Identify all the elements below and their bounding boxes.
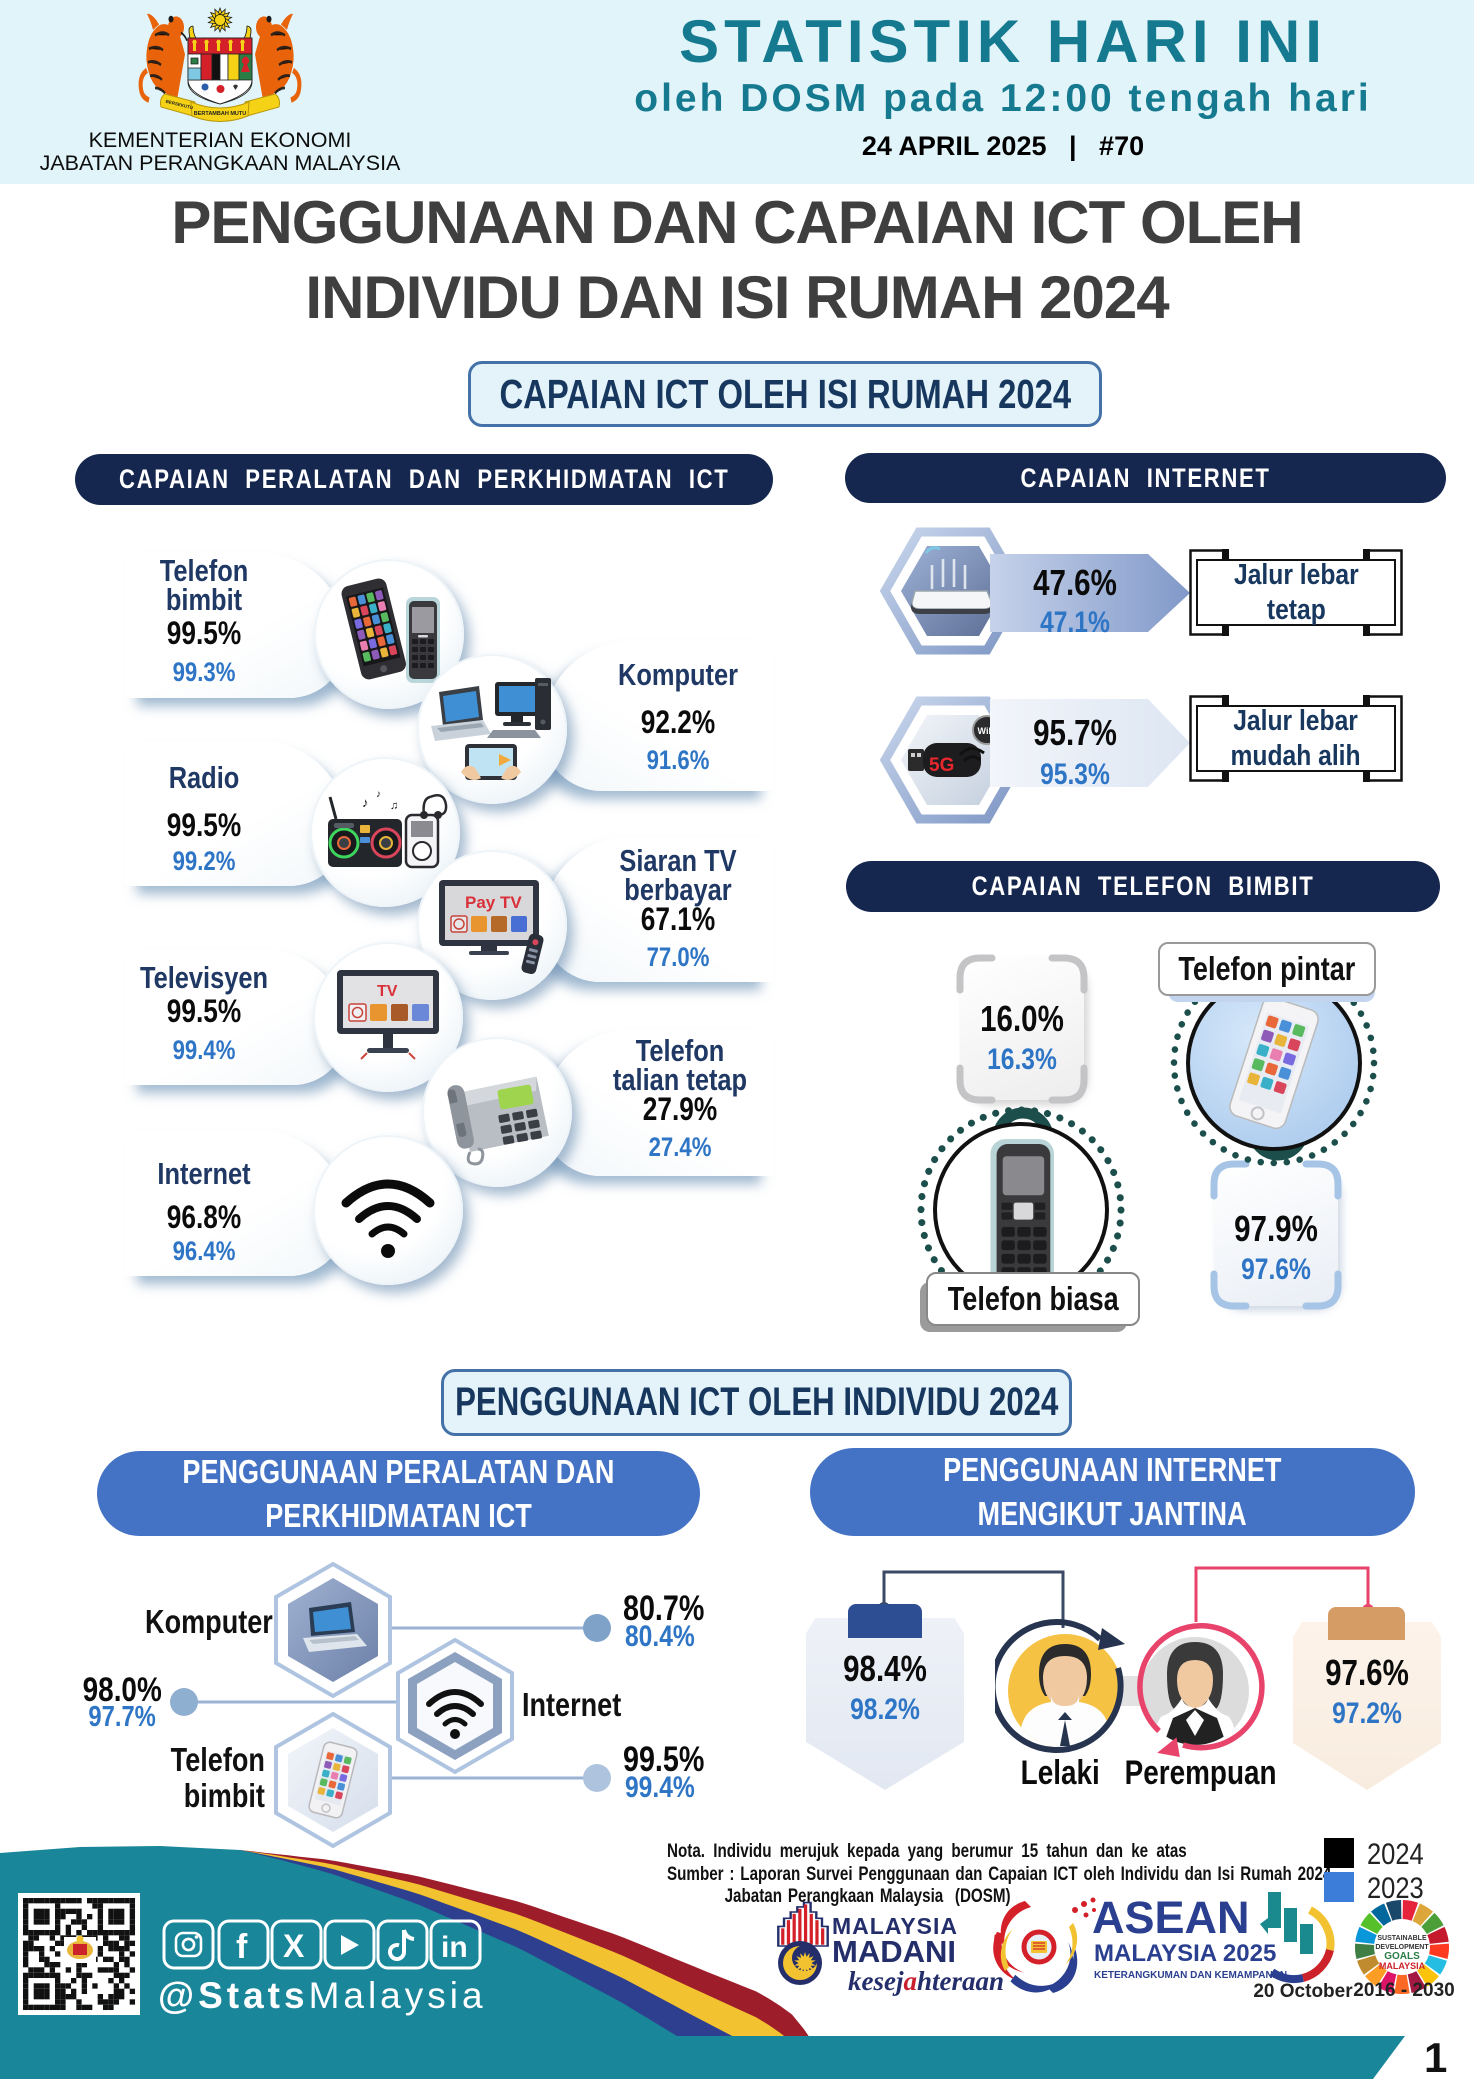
svg-text:MADANI: MADANI (832, 1934, 956, 1969)
svg-text:5G: 5G (929, 755, 954, 776)
svg-text:Pay TV: Pay TV (465, 893, 522, 912)
svg-text:♪: ♪ (362, 795, 369, 810)
svg-text:@StatsMalaysia: @StatsMalaysia (158, 1975, 487, 2016)
svg-text:in: in (441, 1931, 468, 1964)
svg-text:SUSTAINABLE: SUSTAINABLE (1377, 1935, 1427, 1942)
svg-text:MALAYSIA: MALAYSIA (1379, 1961, 1426, 1971)
svg-text:f: f (236, 1928, 248, 1966)
svg-text:20 October: 20 October (1253, 1981, 1353, 2002)
svg-text:DEVELOPMENT: DEVELOPMENT (1375, 1944, 1429, 1951)
svg-text:KETERANGKUMAN DAN KEMAMPANAN: KETERANGKUMAN DAN KEMAMPANAN (1094, 1970, 1287, 1981)
svg-text:GOALS: GOALS (1384, 1951, 1420, 1962)
svg-text:BERSEKUTU: BERSEKUTU (165, 99, 193, 111)
svg-text:WiFi: WiFi (978, 726, 997, 736)
svg-text:TV: TV (377, 983, 398, 1000)
svg-text:♫: ♫ (390, 800, 398, 812)
svg-text:BERTAMBAH MUTU: BERTAMBAH MUTU (194, 111, 246, 117)
svg-text:♪: ♪ (376, 789, 381, 800)
svg-text:2016 - 2030: 2016 - 2030 (1353, 1980, 1454, 2001)
svg-text:MALAYSIA 2025: MALAYSIA 2025 (1094, 1940, 1276, 1967)
svg-text:kesejahteraan: kesejahteraan (848, 1966, 1004, 1996)
svg-text:X: X (283, 1928, 305, 1964)
svg-text:1: 1 (1424, 2034, 1447, 2079)
svg-text:ASEAN: ASEAN (1092, 1892, 1250, 1943)
svg-text:MALAYSIA: MALAYSIA (832, 1913, 958, 1939)
